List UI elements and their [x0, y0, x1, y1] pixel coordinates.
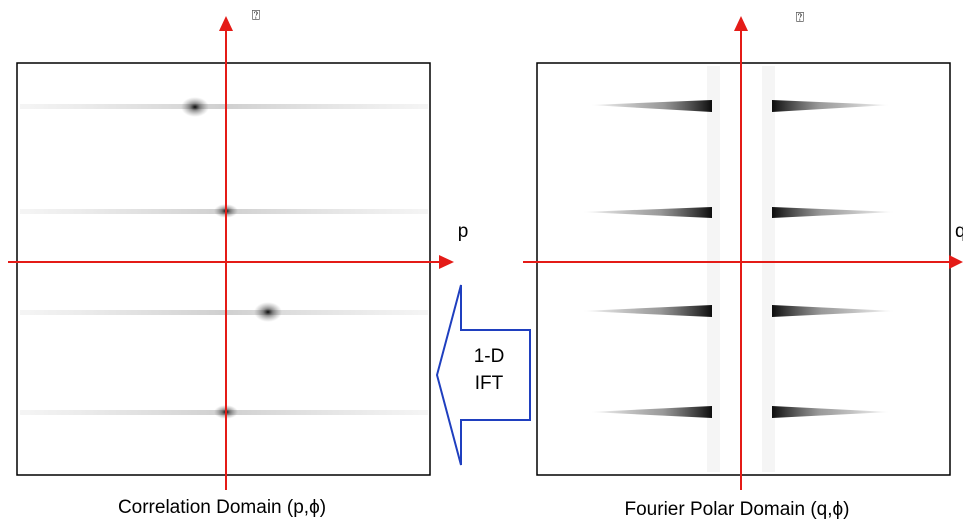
axis-label: ⍰: [252, 7, 260, 23]
fourier-panel: [537, 63, 950, 475]
axis-label: ⍰: [796, 9, 804, 25]
axis-arrowhead: [734, 16, 748, 31]
axis-arrowhead: [439, 255, 454, 269]
axis-arrowhead: [949, 255, 963, 269]
arrow-label: IFT: [475, 373, 504, 394]
figure: ⍰ p Correlation Domain (p,ϕ) 1-D IFT ⍰ q…: [0, 0, 963, 531]
axis-label: p: [458, 221, 469, 242]
caption: Fourier Polar Domain (q,ϕ): [625, 499, 850, 520]
axis-label: q: [955, 221, 963, 242]
caption: Correlation Domain (p,ϕ): [118, 497, 326, 518]
arrow-label: 1-D: [474, 346, 505, 367]
axis-arrowhead: [219, 16, 233, 31]
